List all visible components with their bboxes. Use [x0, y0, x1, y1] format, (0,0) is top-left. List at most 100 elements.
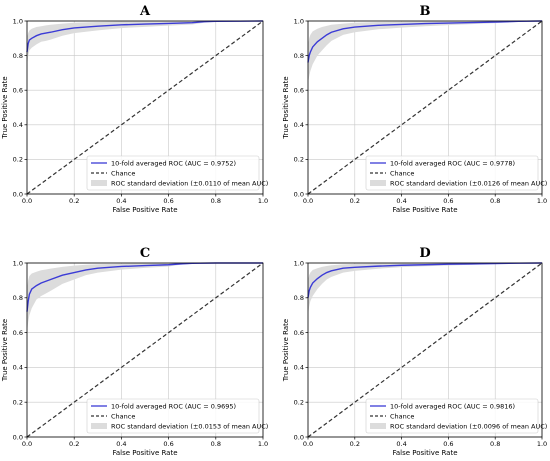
panel-b-std-band [308, 21, 542, 84]
panel-d-legend-label-band: ROC standard deviation (±0.0096 of mean … [390, 422, 547, 430]
panel-b-xlabel: False Positive Rate [392, 206, 457, 214]
panel-d-ytick-label-3: 0.6 [294, 329, 304, 337]
panel-d-legend-label-roc: 10-fold averaged ROC (AUC = 0.9816) [390, 402, 515, 410]
panel-a-legend-label-roc: 10-fold averaged ROC (AUC = 0.9752) [111, 159, 236, 167]
panel-c-ytick-label-1: 0.2 [13, 399, 23, 407]
panel-a-xtick-label-2: 0.4 [116, 197, 126, 205]
panel-d-ylabel: True Positive Rate [282, 319, 290, 382]
panel-a-title: A [139, 4, 151, 19]
panel-b-ylabel: True Positive Rate [282, 76, 290, 139]
panel-b-xtick-label-3: 0.6 [443, 197, 453, 205]
panel-a-ytick-label-1: 0.2 [13, 156, 23, 164]
panel-d-legend-swatch-band [370, 423, 386, 429]
panel-c-ytick-label-3: 0.6 [13, 329, 23, 337]
panel-a-xtick-label-3: 0.6 [163, 197, 173, 205]
panel-c-xtick-label-5: 1.0 [258, 440, 268, 448]
panel-b-ytick-label-2: 0.4 [294, 121, 304, 129]
panel-b-legend: 10-fold averaged ROC (AUC = 0.9778) Chanc… [365, 155, 547, 191]
panel-c-frame [26, 262, 264, 438]
panel-b-ytick-label-4: 0.8 [294, 52, 304, 60]
panel-d-legend: 10-fold averaged ROC (AUC = 0.9816) Chanc… [365, 398, 547, 434]
panel-a-xlabel: False Positive Rate [112, 206, 177, 214]
panel-c-legend-box [86, 398, 260, 434]
panel-b-legend-label-band: ROC standard deviation (±0.0126 of mean … [390, 179, 547, 187]
panel-c-ytick-label-0: 0.0 [13, 433, 23, 441]
panel-c-title: C [140, 246, 150, 261]
panel-c-chance-line [26, 262, 264, 438]
panel-c-legend-label-band: ROC standard deviation (±0.0153 of mean … [111, 422, 268, 430]
panel-d-ytick-label-5: 1.0 [294, 259, 304, 267]
panel-c-xtick-label-2: 0.4 [116, 440, 126, 448]
panel-b-title: B [420, 4, 431, 19]
panel-a-xtick-label-0: 0.0 [22, 197, 32, 205]
panel-b-ytick-label-5: 1.0 [294, 17, 304, 25]
panel-d-roc-line [307, 262, 543, 298]
panel-c-ytick-label-5: 1.0 [13, 259, 23, 267]
panel-d-ytick-label-0: 0.0 [294, 433, 304, 441]
panel-b-xtick-label-0: 0.0 [303, 197, 313, 205]
panel-b: B 0.0 0.2 0.4 0.6 0.8 1.0 0.0 0.2 0.4 0.6 0.8 1.0 Fal… [282, 4, 547, 214]
panel-d-xlabel: False Positive Rate [392, 449, 457, 457]
panel-c-ytick-label-4: 0.8 [13, 294, 23, 302]
panel-c-ytick-label-2: 0.4 [13, 364, 23, 372]
panel-d-ytick-label-1: 0.2 [294, 399, 304, 407]
panel-c-roc-line [26, 262, 263, 312]
panel-c-ylabel: True Positive Rate [1, 319, 9, 382]
panel-b-ytick-label-1: 0.2 [294, 156, 304, 164]
panel-b-ytick-label-0: 0.0 [294, 190, 304, 198]
panel-c-legend-label-chance: Chance [111, 412, 135, 420]
panel-a-legend-box [86, 155, 260, 191]
panel-a-ytick-label-3: 0.6 [13, 87, 23, 95]
panel-a-legend: 10-fold averaged ROC (AUC = 0.9752) Chanc… [86, 155, 268, 191]
panel-a-legend-swatch-band [91, 180, 107, 186]
panel-d-xtick-label-0: 0.0 [303, 440, 313, 448]
panel-d-xtick-label-2: 0.4 [396, 440, 406, 448]
panel-a-ytick-label-0: 0.0 [13, 190, 23, 198]
panel-b-xtick-label-2: 0.4 [396, 197, 406, 205]
panel-b-legend-box [365, 155, 539, 191]
panel-d-ytick-label-4: 0.8 [294, 294, 304, 302]
panel-a-ytick-label-5: 1.0 [13, 17, 23, 25]
panel-a-legend-label-chance: Chance [111, 169, 135, 177]
panel-a-chance-line [26, 20, 264, 195]
panel-c-xtick-label-3: 0.6 [163, 440, 173, 448]
panel-a-xtick-label-4: 0.8 [211, 197, 221, 205]
panel-c-xtick-label-4: 0.8 [211, 440, 221, 448]
panel-b-legend-label-roc: 10-fold averaged ROC (AUC = 0.9778) [390, 159, 515, 167]
panel-b-xtick-label-1: 0.2 [350, 197, 360, 205]
panel-d: D 0.0 0.2 0.4 0.6 0.8 1.0 0.0 0.2 0.4 0.6 0.8 1.0 Fal… [282, 246, 547, 457]
panel-a-std-band [27, 21, 263, 66]
panel-b-frame [307, 20, 543, 195]
panel-b-legend-swatch-band [370, 180, 386, 186]
panel-d-xtick-label-1: 0.2 [350, 440, 360, 448]
panel-a-ytick-label-4: 0.8 [13, 52, 23, 60]
panel-d-std-band [308, 263, 542, 316]
panel-b-xtick-label-5: 1.0 [537, 197, 547, 205]
panel-a-ylabel: True Positive Rate [1, 76, 9, 139]
panel-d-xtick-label-3: 0.6 [443, 440, 453, 448]
panel-c: C 0.0 0.2 0.4 0.6 0.8 1.0 0.0 0.2 0.4 0.6 0.8 1.0 Fal… [1, 246, 268, 457]
panel-a-xtick-label-5: 1.0 [258, 197, 268, 205]
panel-a-frame [26, 20, 264, 195]
panel-c-legend-swatch-band [91, 423, 107, 429]
panel-c-std-band [27, 263, 263, 333]
panel-a: A 0.0 0.2 0.4 0.6 0.8 1.0 0.0 0.2 0.4 0.6 0.8 1.0 Fal… [1, 4, 268, 214]
panel-d-legend-box [365, 398, 539, 434]
panel-c-xlabel: False Positive Rate [112, 449, 177, 457]
panel-b-roc-line [307, 20, 543, 63]
panel-c-xtick-label-1: 0.2 [69, 440, 79, 448]
panel-c-legend: 10-fold averaged ROC (AUC = 0.9695) Chanc… [86, 398, 268, 434]
panel-d-legend-label-chance: Chance [390, 412, 414, 420]
panel-a-xtick-label-1: 0.2 [69, 197, 79, 205]
panel-d-chance-line [307, 262, 543, 438]
panel-d-ytick-label-2: 0.4 [294, 364, 304, 372]
panel-d-xtick-label-4: 0.8 [490, 440, 500, 448]
panel-b-xtick-label-4: 0.8 [490, 197, 500, 205]
panel-b-ytick-label-3: 0.6 [294, 87, 304, 95]
panel-c-xtick-label-0: 0.0 [22, 440, 32, 448]
panel-d-title: D [419, 246, 430, 261]
panel-b-chance-line [307, 20, 543, 195]
panel-a-ytick-label-2: 0.4 [13, 121, 23, 129]
panel-d-frame [307, 262, 543, 438]
